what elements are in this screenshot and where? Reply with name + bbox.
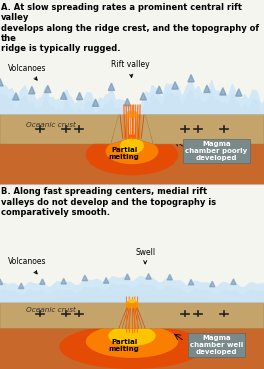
Polygon shape — [82, 275, 88, 281]
Ellipse shape — [86, 135, 178, 175]
Polygon shape — [0, 114, 119, 144]
Ellipse shape — [86, 325, 178, 358]
Polygon shape — [125, 274, 130, 279]
Text: Partial
melting: Partial melting — [109, 338, 139, 352]
Polygon shape — [188, 75, 194, 82]
Text: Swell: Swell — [135, 248, 155, 264]
Polygon shape — [204, 85, 210, 93]
Text: Rift valley: Rift valley — [111, 60, 149, 77]
Polygon shape — [0, 144, 264, 184]
Polygon shape — [145, 114, 264, 144]
Polygon shape — [172, 82, 178, 89]
Polygon shape — [135, 114, 153, 144]
Polygon shape — [220, 88, 226, 95]
Text: Volcanoes: Volcanoes — [8, 64, 46, 80]
Polygon shape — [92, 99, 99, 106]
Text: Partial
melting: Partial melting — [109, 146, 139, 160]
Polygon shape — [60, 92, 67, 99]
Polygon shape — [146, 274, 151, 279]
Polygon shape — [111, 114, 129, 144]
Polygon shape — [0, 283, 264, 303]
Polygon shape — [236, 89, 242, 96]
Polygon shape — [231, 279, 236, 284]
Polygon shape — [167, 274, 172, 280]
Text: A. At slow spreading rates a prominent central rift valley
develops along the ri: A. At slow spreading rates a prominent c… — [1, 3, 260, 54]
Text: Magma
chamber well
developed: Magma chamber well developed — [190, 335, 243, 355]
Polygon shape — [45, 85, 51, 93]
Polygon shape — [40, 279, 45, 284]
Polygon shape — [108, 83, 115, 90]
Text: Oceanic crust: Oceanic crust — [26, 123, 76, 128]
Polygon shape — [140, 93, 147, 100]
Ellipse shape — [106, 138, 158, 164]
Polygon shape — [0, 89, 264, 115]
Polygon shape — [0, 279, 3, 284]
Polygon shape — [103, 277, 109, 283]
Polygon shape — [0, 276, 264, 303]
Text: Volcanoes: Volcanoes — [8, 258, 46, 274]
Polygon shape — [13, 93, 19, 100]
Ellipse shape — [125, 111, 139, 118]
Ellipse shape — [120, 137, 144, 154]
Polygon shape — [124, 99, 130, 106]
Polygon shape — [18, 283, 24, 289]
Text: Magma
chamber poorly
developed: Magma chamber poorly developed — [185, 141, 248, 161]
Ellipse shape — [108, 325, 156, 346]
Ellipse shape — [59, 325, 205, 369]
Polygon shape — [77, 92, 83, 100]
Polygon shape — [0, 80, 264, 114]
Text: Oceanic crust: Oceanic crust — [26, 307, 76, 313]
Polygon shape — [61, 278, 66, 284]
Ellipse shape — [128, 299, 136, 303]
Polygon shape — [210, 281, 215, 287]
Polygon shape — [0, 293, 264, 328]
Polygon shape — [29, 86, 35, 94]
Polygon shape — [156, 86, 162, 93]
Polygon shape — [188, 279, 194, 285]
Polygon shape — [0, 79, 3, 86]
Text: B. Along fast spreading centers, medial rift
valleys do not develop and the topo: B. Along fast spreading centers, medial … — [1, 187, 216, 217]
Polygon shape — [0, 328, 264, 369]
Ellipse shape — [125, 300, 139, 308]
